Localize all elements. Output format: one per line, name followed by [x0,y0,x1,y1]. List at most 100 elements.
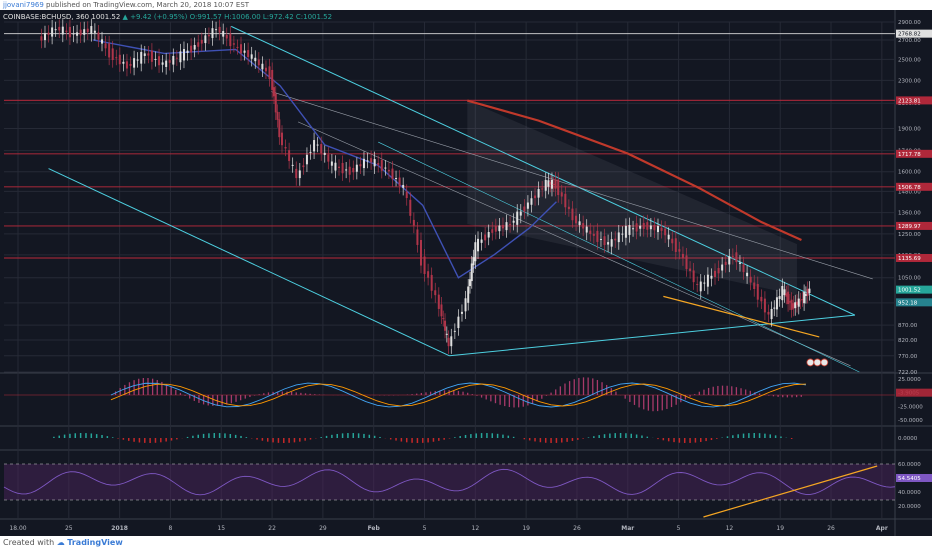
candle-body [434,290,437,296]
candle-body [377,163,380,165]
candle-body [617,232,620,243]
candle-body [498,225,501,232]
candle-body [547,180,550,187]
candle-body [43,33,46,41]
candle-body [710,275,713,279]
price-label-bg-4 [896,221,932,230]
macd-axis-label-3: -50.0000 [898,418,923,424]
candle-body [330,161,333,166]
rsi-trendline [703,465,878,518]
candle-body [519,211,522,216]
candle-body [215,29,218,31]
footer-brand[interactable]: TradingView [67,538,123,547]
rsi-axis-label-3: 20.0000 [898,504,921,510]
candle-body [794,302,797,309]
candle-body [635,223,638,232]
candle-body [537,188,540,198]
y-tick-label-14: 870.00 [898,323,918,329]
candle-body [373,159,376,167]
candle-body [154,58,157,60]
candle-body [247,50,250,57]
footer: Created with ☁ TradingView [0,536,932,550]
candle-body [464,298,467,312]
candle-body [467,286,470,303]
trend-upper-channel [230,25,856,316]
candle-body [272,87,275,97]
candle-body [692,270,695,283]
candle-body [621,233,624,235]
y-tick-label-15: 820.00 [898,338,918,344]
author-link[interactable]: jjovani7969 [3,1,44,9]
candle-body [51,27,54,37]
candle-body [806,288,809,296]
trend-mid-3 [378,141,860,373]
candle-body [509,223,512,225]
y-tick-label-17: 722.00 [898,370,918,376]
x-tick-label-7: Feb [368,525,381,532]
x-tick-label-8: 5 [423,525,427,532]
y-tick-label-5: 1900.00 [898,126,921,132]
trend-mid-1 [271,91,873,280]
candle-body [480,239,483,243]
candle-body [721,264,724,271]
candle-body [512,220,515,223]
candle-body [391,168,394,180]
candle-body [803,291,806,304]
candle-body [320,144,323,154]
candle-body [549,182,552,185]
price-label-2: 1717.78 [898,152,921,158]
wedge-fill [467,100,797,296]
x-tick-label-15: 19 [776,525,784,532]
candle-body [596,230,599,242]
candle-body [781,286,784,301]
candle-body [724,261,727,265]
candle-body [681,253,684,259]
candle-body [714,270,717,278]
candle-body [197,42,200,47]
candle-body [703,282,706,284]
price-label-4: 1289.97 [898,224,921,230]
candle-body [305,154,308,165]
candle-body [40,36,43,41]
trend-base [449,314,855,357]
candle-body [457,316,460,329]
candle-body [79,29,82,36]
candle-body [728,256,731,265]
candle-body [696,283,699,285]
candle-body [200,39,203,44]
x-tick-label-16: 26 [827,525,835,532]
candle-body [125,61,128,69]
candle-body [731,255,734,257]
candle-body [494,226,497,232]
candle-body [243,50,246,53]
price-label-3: 1506.78 [898,185,921,191]
candle-body [578,221,581,226]
candle-body [250,54,253,59]
candle-body [419,239,422,266]
candle-body [746,272,749,277]
osc-axis-label: 0.0000 [898,436,918,442]
price-label-5: 1135.69 [898,256,921,262]
candle-body [143,53,146,56]
trend-mid-2 [297,121,851,367]
price-chart[interactable]: 18.00 25 2018 8 15 22 29 Feb 5 12 19 26 Mar 5 12 19 26 Ap… [0,10,932,536]
candle-body [554,179,557,189]
candle-body [487,232,490,238]
x-tick-label-14: 12 [726,525,734,532]
published-text: published on TradingView.com, March 20, … [46,1,250,9]
candle-body [770,308,773,320]
tradingview-logo-icon: ☁ [56,538,65,547]
x-tick-label-4: 15 [217,525,225,532]
candle-body [664,228,667,236]
candle-body [101,39,104,44]
price-label-1: 2123.81 [898,98,921,104]
price-label-0: 2768.82 [898,32,921,38]
candle-body [628,225,631,235]
candle-body [582,223,585,229]
candle-body [274,93,277,113]
x-tick-label-6: 29 [319,525,327,532]
candle-body [804,293,807,296]
candle-body [232,43,235,45]
candle-body [788,301,791,303]
